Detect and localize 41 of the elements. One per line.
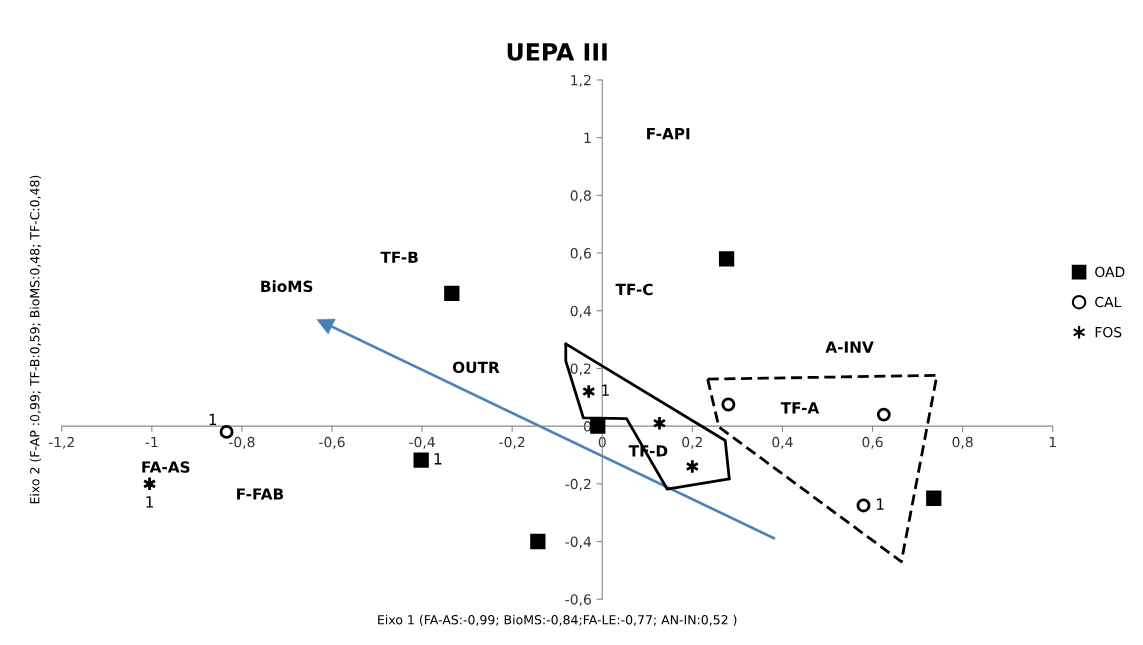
y-tick-label: -0,2 <box>565 478 591 491</box>
annotation: 1 <box>602 384 609 396</box>
annotation: 1 <box>146 496 154 508</box>
x-tick-label: 0,8 <box>952 436 973 449</box>
x-tick-label: -1 <box>145 436 158 448</box>
annotation: FA-AS <box>142 461 190 473</box>
annotation: OUTR <box>452 361 500 374</box>
annotation: TF-C <box>615 283 653 296</box>
y-axis-title: Eixo 2 (F-AP :0,99; TF-B:0,59; BioMS:0,48; TF-C:0,48) <box>29 175 41 504</box>
x-tick-label: -0,2 <box>499 436 525 449</box>
y-tick-label: 1,2 <box>571 74 591 87</box>
x-tick-label: -1,2 <box>48 436 74 449</box>
x-tick-label: -0,6 <box>319 436 345 449</box>
chart-title: UEPA III <box>507 43 607 61</box>
x-tick-label: 1 <box>1049 436 1056 448</box>
y-tick-label: 0,4 <box>570 305 592 318</box>
x-tick-label: 0 <box>598 436 606 448</box>
x-tick-label: 0,2 <box>682 436 702 449</box>
annotation: TF-B <box>380 251 418 263</box>
legend-label: CAL <box>1095 296 1122 308</box>
annotation: F-API <box>647 128 690 140</box>
y-tick-label: 0,8 <box>570 190 591 203</box>
x-tick-label: -0,8 <box>229 436 255 449</box>
y-tick-label: 0,2 <box>570 363 591 376</box>
annotation: 1 <box>209 413 217 425</box>
annotation: 1 <box>434 453 442 465</box>
y-tick-label: 0,6 <box>570 248 591 260</box>
legend-label: OAD <box>1095 266 1125 278</box>
annotation: TF-A <box>780 402 820 414</box>
x-tick-label: 0,4 <box>772 436 793 449</box>
annotation: F-FAB <box>237 488 284 500</box>
x-tick-label: -0,4 <box>409 436 435 449</box>
y-tick-label: 1 <box>584 132 591 143</box>
y-tick-label: -0,6 <box>565 594 591 607</box>
annotation: 1 <box>877 498 884 510</box>
annotation: BioMS <box>261 280 313 293</box>
annotation: A-INV <box>825 341 874 353</box>
y-tick-label: -0,4 <box>565 536 592 549</box>
legend-label: FOS <box>1095 326 1122 338</box>
x-axis-title: Eixo 1 (FA-AS:-0,99; BioMS:-0,84;FA-LE:-0,77; AN-IN:0,52 ) <box>378 614 737 626</box>
x-tick-label: 0,6 <box>862 436 883 449</box>
